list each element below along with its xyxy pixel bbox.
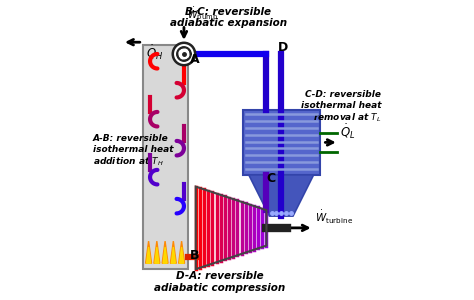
Bar [143,45,188,269]
Text: B-C: reversible
adiabatic expansion: B-C: reversible adiabatic expansion [170,7,287,28]
Text: A-B: reversible
isothermal heat
addition at $T_H$: A-B: reversible isothermal heat addition… [92,134,173,168]
Text: C-D: reversible
isothermal heat
removal at $T_L$: C-D: reversible isothermal heat removal … [301,90,382,124]
Text: $\dot{W}_{\mathrm{turbine}}$: $\dot{W}_{\mathrm{turbine}}$ [315,209,353,226]
Polygon shape [155,247,159,263]
Polygon shape [162,241,168,263]
Polygon shape [249,175,314,216]
Bar [243,110,319,175]
Polygon shape [179,241,184,263]
Text: $\dot{Q}_L$: $\dot{Q}_L$ [340,122,356,141]
Polygon shape [163,247,167,263]
Text: C: C [266,172,275,185]
Polygon shape [154,241,160,263]
Circle shape [173,43,195,65]
Polygon shape [146,241,152,263]
Polygon shape [146,247,151,263]
Text: D-A: reversible
adiabatic compression: D-A: reversible adiabatic compression [154,271,285,293]
Polygon shape [171,247,175,263]
Text: A: A [190,53,200,66]
Text: $\dot{Q}_H$: $\dot{Q}_H$ [146,44,163,62]
Polygon shape [180,247,183,263]
Polygon shape [170,241,176,263]
Text: $\dot{W}_{\mathrm{pump}}$: $\dot{W}_{\mathrm{pump}}$ [187,5,218,23]
Text: B: B [190,249,200,262]
Text: D: D [278,41,289,54]
